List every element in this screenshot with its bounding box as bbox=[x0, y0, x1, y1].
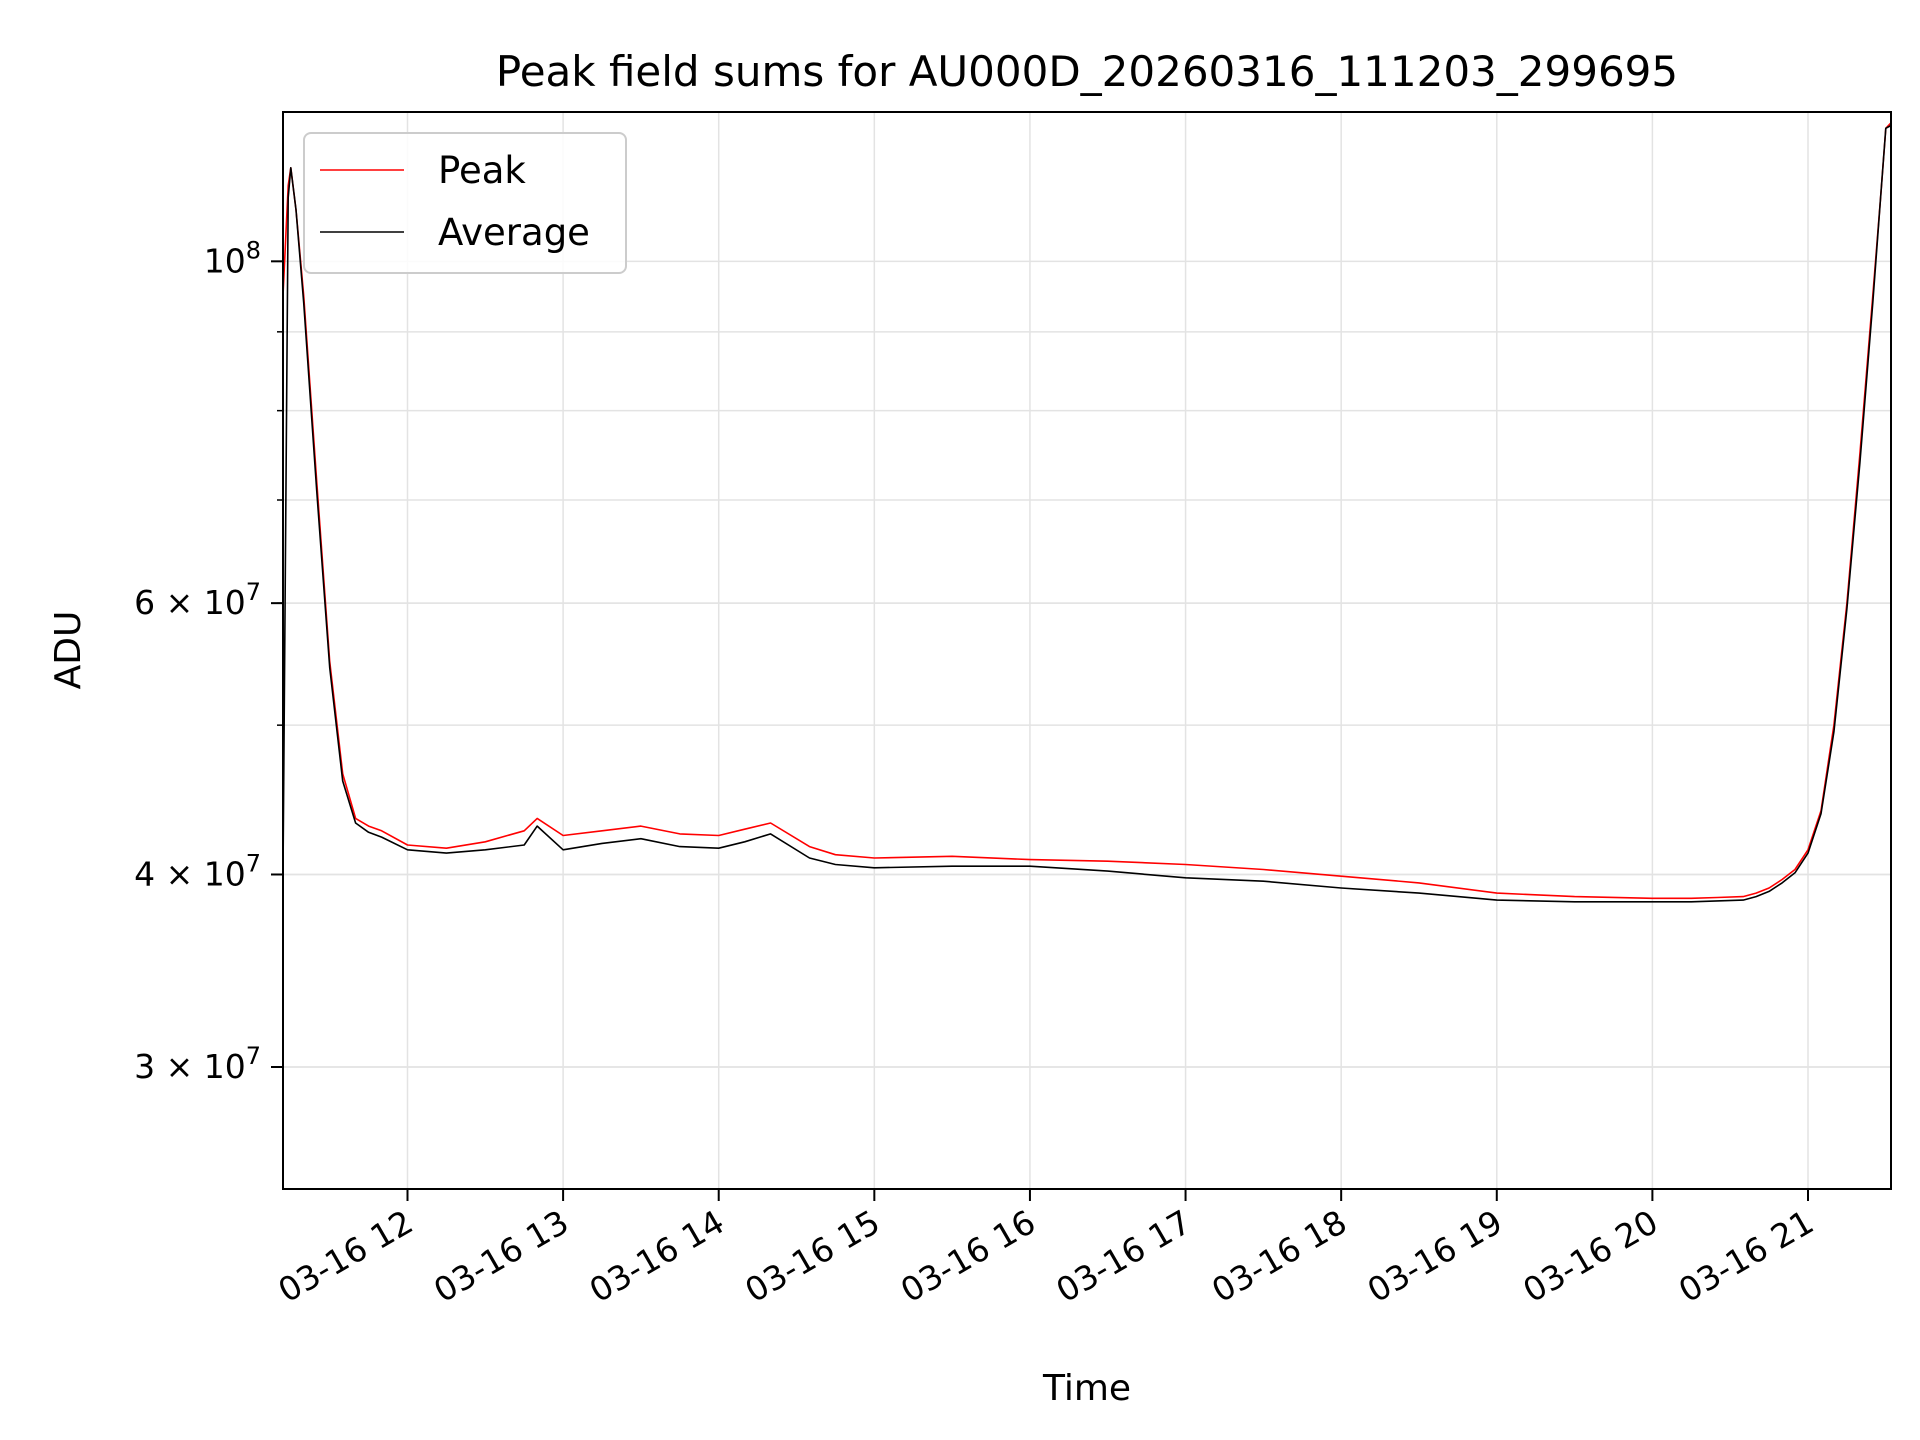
y-axis-label: ADU bbox=[48, 611, 89, 690]
grid bbox=[283, 112, 1891, 1189]
y-tick-label: 3 × 107 bbox=[134, 1042, 261, 1086]
plot-series bbox=[282, 122, 1892, 903]
legend-average-label: Average bbox=[438, 211, 590, 254]
y-tick-label: 4 × 107 bbox=[134, 849, 261, 893]
y-tick-label: 6 × 107 bbox=[134, 578, 261, 622]
plot-frame bbox=[282, 111, 1892, 1190]
y-axis-ticks: 108 6 × 107 4 × 107 3 × 107 bbox=[134, 236, 283, 1086]
chart-title: Peak field sums for AU000D_20260316_1112… bbox=[496, 47, 1678, 96]
x-axis-label: Time bbox=[1042, 1368, 1131, 1409]
y-tick-label: 108 bbox=[204, 236, 261, 280]
series-line-peak bbox=[282, 122, 1892, 900]
legend: Peak Average bbox=[303, 132, 627, 274]
series-line-average bbox=[282, 124, 1892, 903]
legend-peak-label: Peak bbox=[438, 149, 526, 192]
legend-box bbox=[303, 132, 627, 274]
